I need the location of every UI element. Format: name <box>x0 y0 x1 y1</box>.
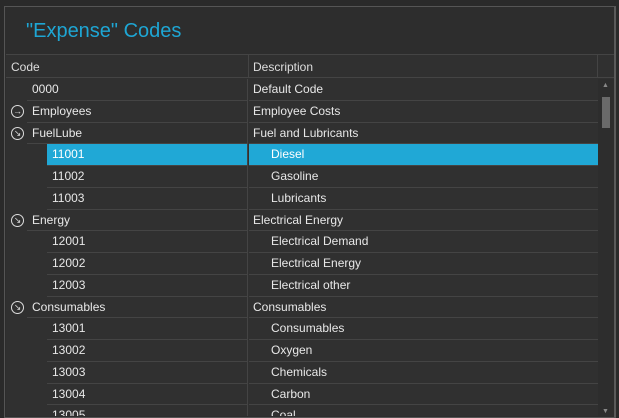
description-cell: Carbon <box>249 384 598 406</box>
table-row[interactable]: 12003 Electrical other <box>6 274 598 297</box>
code-cell: 0000 <box>27 79 248 101</box>
table-row[interactable]: 13002 Oxygen <box>6 340 598 362</box>
code-cell: 13004 <box>47 383 248 406</box>
code-cell: 13003 <box>47 361 248 384</box>
table-row[interactable]: 13004 Carbon <box>6 383 598 406</box>
description-cell: Chemicals <box>249 362 598 384</box>
expand-arrow-icon[interactable]: → <box>11 104 24 118</box>
table-row[interactable]: 11001 Diesel <box>6 144 598 166</box>
description-cell: Electrical Energy <box>249 210 598 232</box>
code-cell: 13005 <box>47 405 248 416</box>
description-cell: Default Code <box>249 79 598 101</box>
description-cell: Electrical Energy <box>249 253 598 275</box>
code-cell: 13001 <box>47 318 248 340</box>
table-row[interactable]: 12001 Electrical Demand <box>6 231 598 253</box>
description-cell: Consumables <box>249 297 598 319</box>
table-row[interactable]: 0000 Default Code <box>6 79 598 101</box>
description-cell: Electrical Demand <box>249 231 598 253</box>
table-row[interactable]: → Employees Employee Costs <box>6 100 598 123</box>
column-divider[interactable] <box>248 55 249 78</box>
page-title: "Expense" Codes <box>26 20 182 42</box>
description-cell: Electrical other <box>249 275 598 297</box>
table-row[interactable]: ↘ Energy Electrical Energy <box>6 209 598 232</box>
code-cell: 12002 <box>47 253 248 275</box>
grid-header: Code Description <box>6 55 614 78</box>
expanded-arrow-icon[interactable]: ↘ <box>11 126 24 140</box>
code-cell: Consumables <box>27 296 248 319</box>
code-cell: 13002 <box>47 340 248 362</box>
column-header-code[interactable]: Code <box>11 60 40 74</box>
grid-rows: 0000 Default Code → Employees Employee Costs… <box>6 79 598 416</box>
code-cell: Energy <box>27 209 248 232</box>
table-row[interactable]: 11002 Gasoline <box>6 166 598 188</box>
code-cell: 12003 <box>47 274 248 297</box>
code-cell: FuelLube <box>27 122 248 145</box>
codes-tree-grid: Code Description 0000 Default Code → Employ… <box>6 54 614 416</box>
scroll-up-arrow-icon[interactable]: ▲ <box>602 82 609 89</box>
expanded-arrow-icon[interactable]: ↘ <box>11 300 24 314</box>
table-row[interactable]: ↘ FuelLube Fuel and Lubricants <box>6 122 598 145</box>
table-row[interactable]: 13001 Consumables <box>6 318 598 340</box>
expense-codes-panel: "Expense" Codes Code Description 0000 Def… <box>4 6 616 418</box>
code-cell: Employees <box>27 100 248 123</box>
description-cell: Diesel <box>249 144 598 166</box>
scroll-down-arrow-icon[interactable]: ▼ <box>602 408 609 415</box>
code-cell: 11001 <box>47 144 248 166</box>
table-row[interactable]: ↘ Consumables Consumables <box>6 296 598 319</box>
description-cell: Oxygen <box>249 340 598 362</box>
table-row[interactable]: 13005 Coal <box>6 405 598 416</box>
description-cell: Consumables <box>249 318 598 340</box>
vertical-scrollbar[interactable]: ▲ ▼ <box>598 79 614 416</box>
description-cell: Employee Costs <box>249 101 598 123</box>
code-cell: 12001 <box>47 231 248 253</box>
description-cell: Lubricants <box>249 188 598 210</box>
code-cell: 11002 <box>47 166 248 188</box>
description-cell: Coal <box>249 405 598 416</box>
column-divider <box>597 55 598 78</box>
table-row[interactable]: 12002 Electrical Energy <box>6 253 598 275</box>
column-header-description[interactable]: Description <box>253 60 314 74</box>
description-cell: Fuel and Lubricants <box>249 123 598 145</box>
expanded-arrow-icon[interactable]: ↘ <box>11 213 24 227</box>
table-row[interactable]: 11003 Lubricants <box>6 187 598 210</box>
scrollbar-thumb[interactable] <box>602 97 610 128</box>
description-cell: Gasoline <box>249 166 598 188</box>
code-cell: 11003 <box>47 187 248 210</box>
table-row[interactable]: 13003 Chemicals <box>6 361 598 384</box>
